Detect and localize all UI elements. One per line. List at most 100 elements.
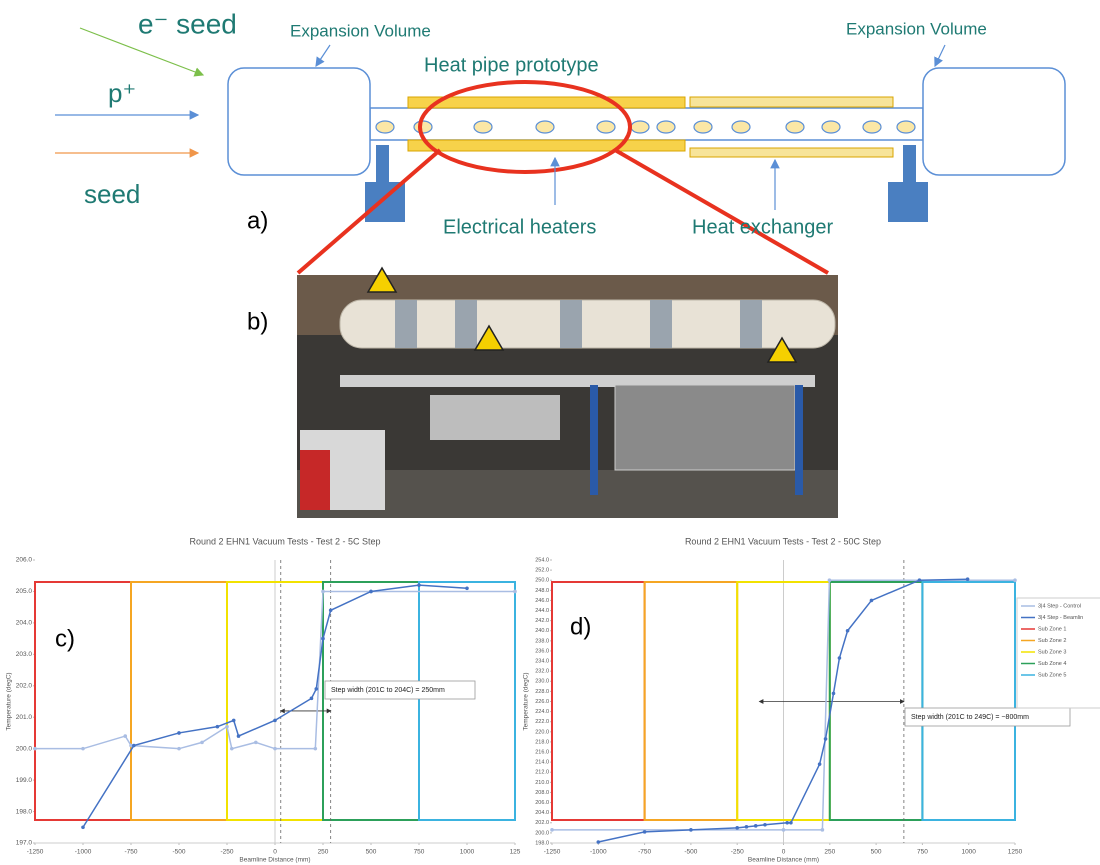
zone — [922, 582, 1015, 820]
zone — [419, 582, 515, 820]
zone — [830, 582, 923, 820]
x-tick-label: 500 — [871, 849, 882, 856]
y-tick-label: 206.0 — [16, 557, 33, 564]
x-tick-label: 0 — [782, 849, 786, 856]
y-tick-label: 200.0 — [535, 830, 549, 836]
y-tick-label: 212.0 — [535, 770, 549, 776]
point — [321, 637, 325, 641]
y-tick-label: 202.0 — [16, 682, 33, 689]
y-tick-label: 204.0 — [16, 620, 33, 627]
expansion-volume — [923, 68, 1065, 175]
point — [310, 697, 314, 701]
point — [838, 656, 842, 660]
x-tick-label: 250 — [318, 849, 329, 856]
point — [465, 587, 469, 591]
point — [200, 741, 204, 745]
point — [216, 725, 220, 729]
y-tick-label: 232.0 — [535, 669, 549, 675]
point — [369, 590, 373, 594]
point — [821, 828, 825, 832]
y-tick-label: 214.0 — [535, 760, 549, 766]
panel-label: b) — [247, 308, 268, 335]
y-tick-label: 216.0 — [535, 749, 549, 755]
x-tick-label: 125 — [510, 849, 521, 856]
expansion-volume — [228, 68, 370, 175]
legend-label: Sub Zone 1 — [1038, 626, 1066, 632]
point — [132, 744, 136, 748]
legend-label: Sub Zone 2 — [1038, 638, 1066, 644]
legend-label: Sub Zone 3 — [1038, 649, 1066, 655]
point — [177, 747, 181, 751]
chart-title: Round 2 EHN1 Vacuum Tests - Test 2 - 50C… — [685, 536, 881, 546]
pointer — [316, 45, 330, 66]
y-tick-label: 244.0 — [535, 608, 549, 614]
point — [237, 734, 241, 738]
y-tick-label: 204.0 — [535, 810, 549, 816]
y-tick-label: 252.0 — [535, 568, 549, 574]
pointer — [935, 45, 945, 66]
point — [818, 762, 822, 766]
photo — [297, 268, 838, 518]
point — [321, 590, 325, 594]
legend-label: Sub Zone 4 — [1038, 661, 1066, 667]
point — [232, 719, 236, 723]
x-tick-label: -1250 — [27, 849, 44, 856]
point — [597, 840, 601, 844]
x-axis-label: Beamline Distance (mm) — [239, 857, 310, 864]
point — [785, 821, 789, 825]
point — [33, 747, 37, 751]
point — [314, 687, 318, 691]
zone — [552, 582, 645, 820]
figure: e⁻ seed p⁺ seed Expansion Volume Expansi… — [0, 0, 1100, 865]
point — [782, 828, 786, 832]
label: Electrical heaters — [443, 216, 596, 238]
point — [254, 741, 258, 745]
stand — [888, 182, 928, 222]
x-axis-label: Beamline Distance (mm) — [748, 857, 819, 864]
label: Heat pipe prototype — [424, 54, 599, 76]
y-tick-label: 250.0 — [535, 578, 549, 584]
y-tick-label: 218.0 — [535, 739, 549, 745]
legend-label: 3|4 Step - Control — [1038, 603, 1081, 609]
y-tick-label: 197.0 — [16, 840, 33, 847]
x-tick-label: -750 — [638, 849, 651, 856]
point — [550, 828, 554, 832]
point — [789, 821, 793, 825]
x-tick-label: 1000 — [460, 849, 475, 856]
y-tick-label: 226.0 — [535, 699, 549, 705]
y-tick-label: 254.0 — [535, 557, 549, 563]
point — [230, 747, 234, 751]
zone — [645, 582, 738, 820]
y-tick-label: 198.0 — [16, 808, 33, 815]
label: Expansion Volume — [846, 19, 987, 38]
point — [870, 599, 874, 603]
zone — [35, 582, 131, 820]
y-tick-label: 224.0 — [535, 709, 549, 715]
label: Expansion Volume — [290, 21, 431, 40]
point — [329, 609, 333, 613]
y-tick-label: 208.0 — [535, 790, 549, 796]
point — [417, 583, 421, 587]
point — [513, 590, 517, 594]
x-tick-label: -500 — [172, 849, 185, 856]
y-tick-label: 222.0 — [535, 719, 549, 725]
y-tick-label: 206.0 — [535, 800, 549, 806]
x-tick-label: -1000 — [590, 849, 607, 856]
point — [314, 747, 318, 751]
x-tick-label: -500 — [684, 849, 697, 856]
y-tick-label: 210.0 — [535, 780, 549, 786]
y-tick-label: 202.0 — [535, 820, 549, 826]
zoom-line — [615, 150, 828, 273]
point — [81, 825, 85, 829]
x-tick-label: -250 — [731, 849, 744, 856]
point — [735, 826, 739, 830]
panel-label: d) — [570, 613, 591, 640]
label: p⁺ — [108, 78, 136, 108]
point — [828, 578, 832, 582]
x-tick-label: 750 — [414, 849, 425, 856]
x-tick-label: 1250 — [1008, 849, 1023, 856]
point — [273, 719, 277, 723]
y-tick-label: 238.0 — [535, 638, 549, 644]
point — [225, 725, 229, 729]
x-tick-label: -750 — [124, 849, 137, 856]
